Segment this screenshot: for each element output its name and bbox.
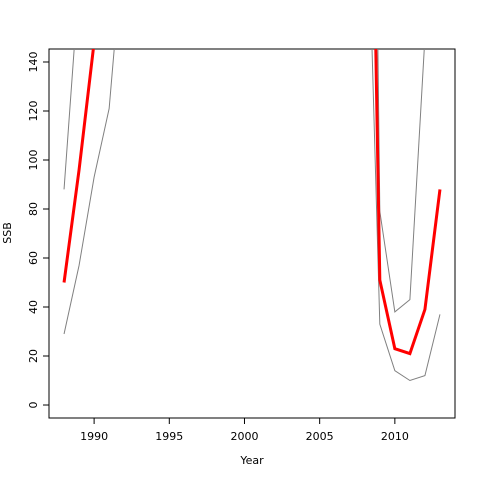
y-tick-label: 40 — [27, 300, 40, 314]
x-tick-label: 2005 — [306, 430, 334, 443]
series-line — [62, 49, 442, 356]
x-tick-label: 2010 — [381, 430, 409, 443]
x-tick-label: 1990 — [80, 430, 108, 443]
x-tick-label: 2000 — [230, 430, 258, 443]
plot-box — [48, 48, 456, 419]
y-axis-label: SSB — [1, 222, 14, 244]
x-axis-label: Year — [239, 454, 264, 467]
y-tick-label: 80 — [27, 202, 40, 216]
y-tick-label: 60 — [27, 251, 40, 265]
y-tick-label: 120 — [27, 100, 40, 121]
series-line — [63, 49, 441, 382]
y-tick-label: 0 — [27, 402, 40, 409]
y-tick-label: 100 — [27, 149, 40, 170]
x-tick-label: 1995 — [155, 430, 183, 443]
y-tick-label: 140 — [27, 51, 40, 72]
lines — [62, 49, 442, 382]
series-line — [63, 49, 425, 313]
y-tick-label: 20 — [27, 349, 40, 363]
